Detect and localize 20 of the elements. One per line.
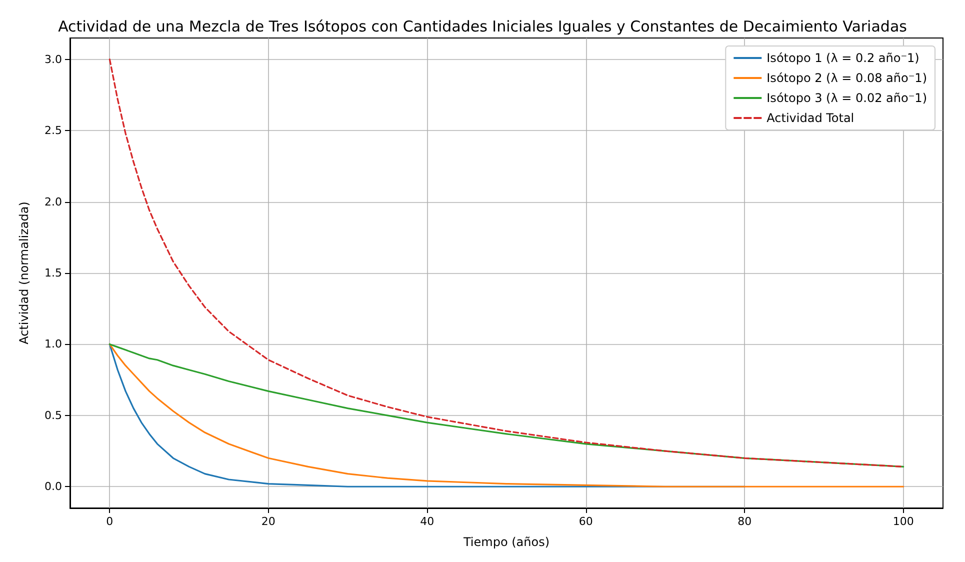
y-tick-label: 0.5 xyxy=(44,408,62,422)
x-axis-title: Tiempo (años) xyxy=(462,535,550,549)
x-tick-label: 40 xyxy=(420,515,434,528)
y-tick-label: 0.0 xyxy=(44,480,62,494)
y-tick-label: 2.5 xyxy=(44,124,62,138)
x-tick-label: 0 xyxy=(106,515,114,528)
y-tick-label: 2.0 xyxy=(44,195,62,208)
y-tick-label: 3.0 xyxy=(44,52,62,66)
legend-label: Isótopo 2 (λ = 0.08 año⁻1) xyxy=(766,71,928,85)
x-tick-label: 100 xyxy=(892,515,914,528)
chart-title: Actividad de una Mezcla de Tres Isótopos con Cantidades Iniciales Iguales y Constantes de Decaimiento Variadas xyxy=(58,18,908,36)
legend-label: Actividad Total xyxy=(766,111,854,125)
legend-label: Isótopo 1 (λ = 0.2 año⁻1) xyxy=(766,51,920,65)
y-axis-title: Actividad (normalizada) xyxy=(17,202,31,344)
y-tick-label: 1.0 xyxy=(44,338,62,351)
x-tick-label: 20 xyxy=(261,515,276,528)
x-tick-label: 80 xyxy=(738,515,752,528)
legend-label: Isótopo 3 (λ = 0.02 año⁻1) xyxy=(766,91,928,105)
x-tick-label: 60 xyxy=(578,515,593,528)
y-tick-label: 1.5 xyxy=(44,266,62,280)
